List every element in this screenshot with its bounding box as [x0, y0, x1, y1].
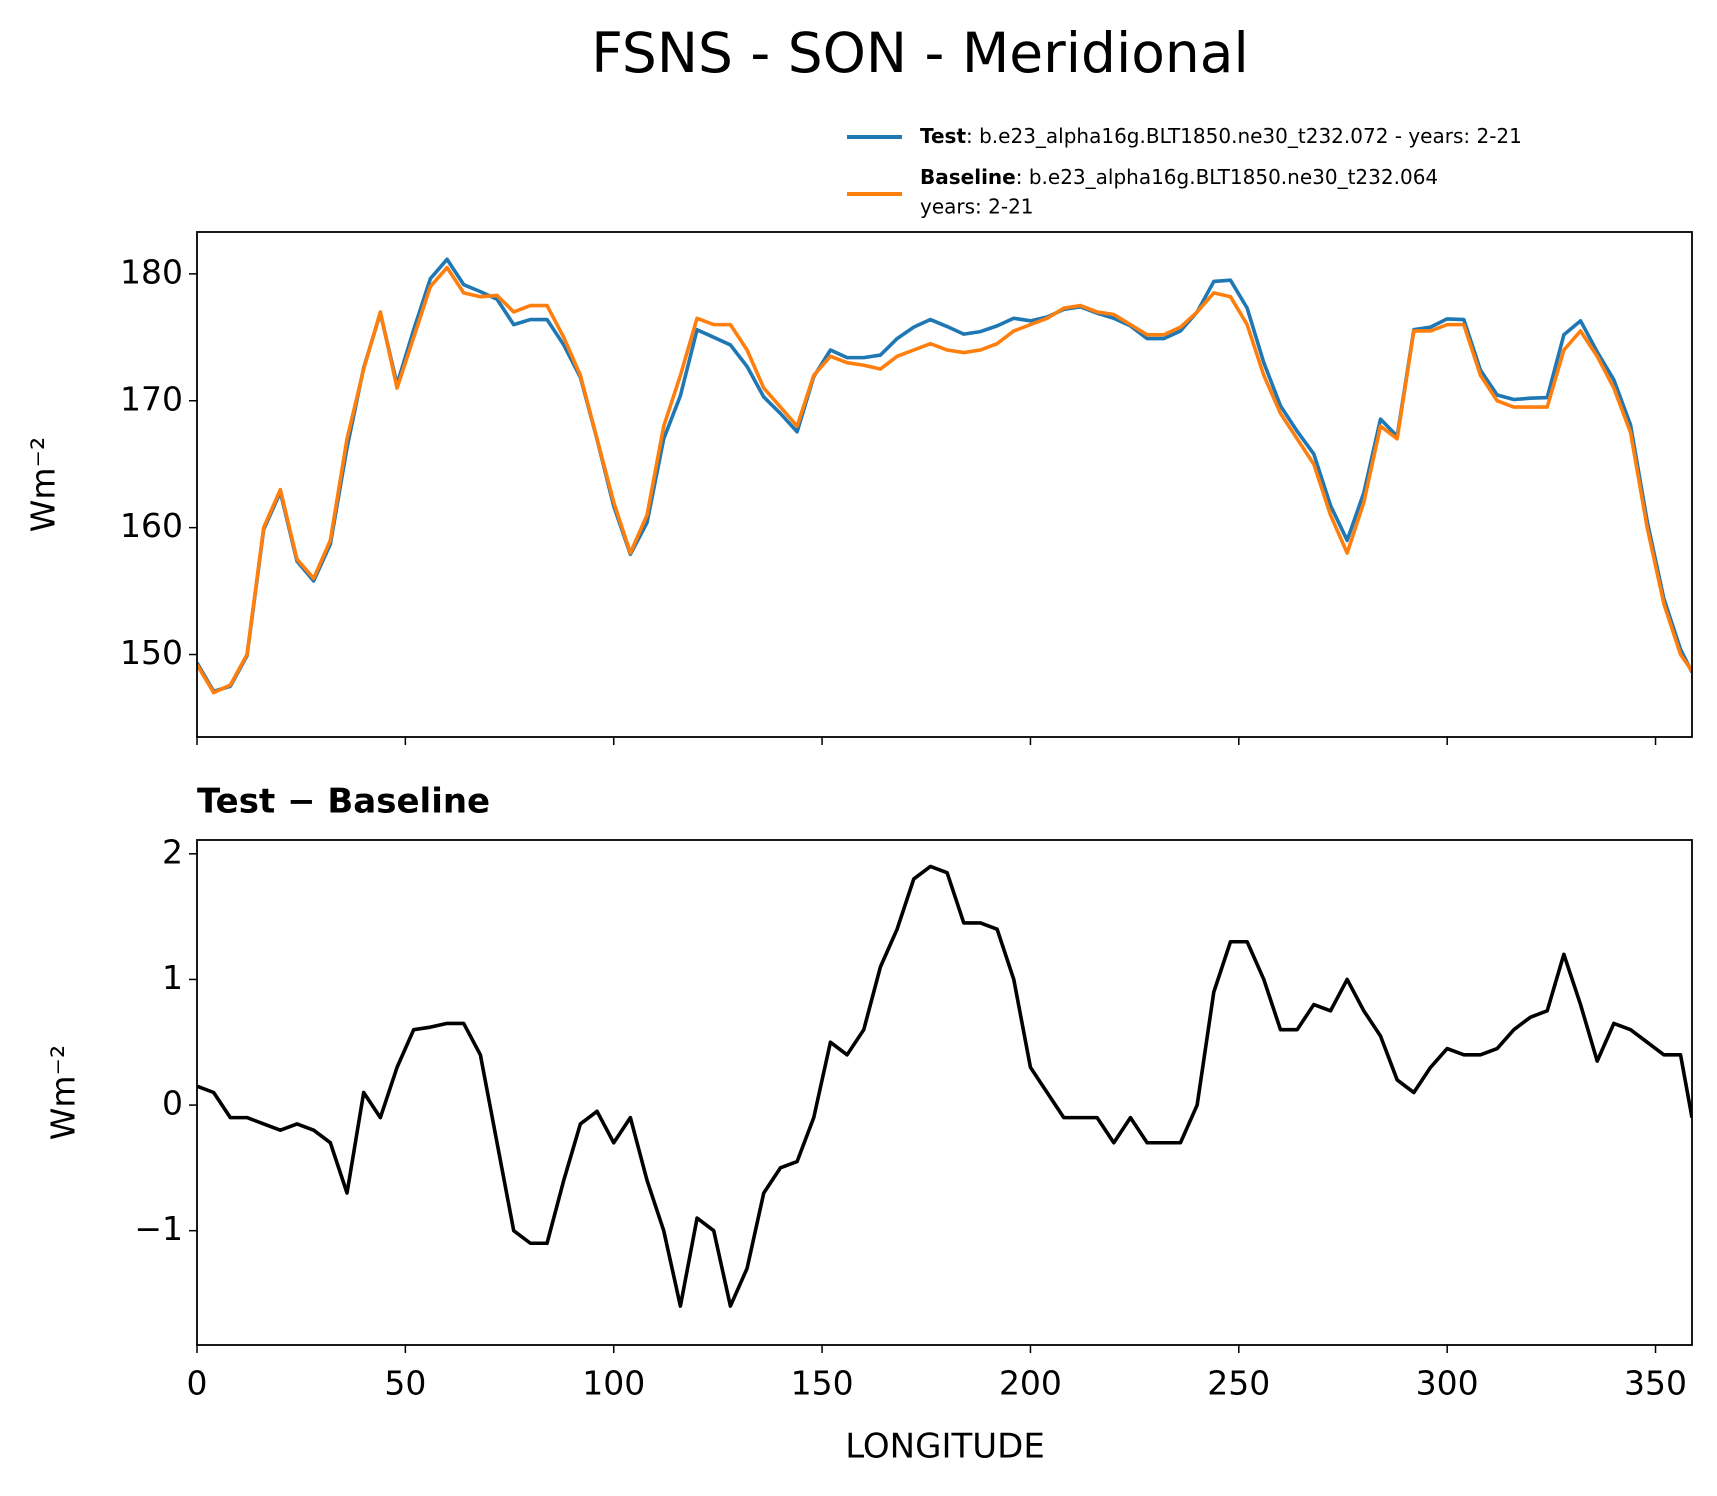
chart-title: FSNS - SON - Meridional: [591, 21, 1248, 85]
y-tick-label: −1: [134, 1209, 183, 1248]
x-axis-label: LONGITUDE: [845, 1427, 1045, 1467]
legend-entry: Test: b.e23_alpha16g.BLT1850.ne30_t232.0…: [920, 124, 1522, 148]
y-tick-label: 170: [120, 379, 183, 418]
y-tick-label: 180: [120, 252, 183, 291]
axes-frame: [196, 839, 1693, 1346]
y-axis-label: Wm⁻²: [44, 1045, 83, 1140]
x-tick-label: 100: [582, 1364, 645, 1403]
y-tick-label: 0: [162, 1084, 183, 1123]
x-tick-label: 350: [1624, 1364, 1687, 1403]
legend-description: : b.e23_alpha16g.BLT1850.ne30_t232.072 -…: [966, 124, 1522, 148]
y-axis-label: Wm⁻²: [24, 437, 63, 532]
x-tick-label: 200: [999, 1364, 1062, 1403]
plot-area: [197, 864, 1692, 1308]
legend-description: years: 2-21: [920, 195, 1034, 219]
data-line: [197, 257, 1692, 694]
data-line: [197, 265, 1692, 695]
x-tick-label: 50: [384, 1364, 426, 1403]
y-tick-label: 150: [120, 633, 183, 672]
legend-name: Baseline: [920, 165, 1016, 189]
legend-entry: Baseline: b.e23_alpha16g.BLT1850.ne30_t2…: [920, 165, 1438, 189]
subplot-title: Test − Baseline: [197, 782, 490, 822]
legend-name: Test: [920, 124, 966, 148]
y-tick-label: 160: [120, 506, 183, 545]
axes-frame: [196, 231, 1693, 738]
data-line: [197, 864, 1692, 1308]
x-tick-label: 250: [1207, 1364, 1270, 1403]
x-tick-label: 0: [187, 1364, 208, 1403]
y-tick-label: 2: [162, 832, 183, 871]
x-tick-label: 300: [1416, 1364, 1479, 1403]
legend-description: : b.e23_alpha16g.BLT1850.ne30_t232.064: [1016, 165, 1438, 189]
x-tick-label: 150: [791, 1364, 854, 1403]
y-tick-label: 1: [162, 958, 183, 997]
plot-area: [197, 257, 1692, 695]
